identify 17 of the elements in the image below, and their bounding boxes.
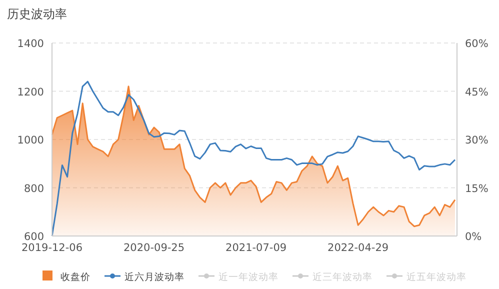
x-tick-label: 2021-07-09 <box>226 242 287 254</box>
chart-title: 历史波动率 <box>7 7 67 21</box>
legend-label: 收盘价 <box>60 271 90 283</box>
y2-tick-label: 60% <box>465 38 488 50</box>
x-tick-label: 2019-12-06 <box>21 242 83 254</box>
y2-tick-label: 45% <box>465 86 488 98</box>
y2-tick-label: 15% <box>465 182 488 195</box>
x-tick-label: 2020-09-25 <box>124 242 185 254</box>
y-tick-label: 1200 <box>17 86 44 98</box>
legend-label: 近六月波动率 <box>124 271 184 283</box>
y-tick-label: 1000 <box>17 134 44 146</box>
y-tick-label: 1400 <box>17 38 44 50</box>
y2-tick-label: 30% <box>465 134 488 146</box>
y2-tick-label: 0% <box>465 231 482 243</box>
y-tick-label: 600 <box>24 231 44 243</box>
x-tick-label: 2022-04-29 <box>328 242 389 254</box>
y-tick-label: 800 <box>24 182 44 195</box>
